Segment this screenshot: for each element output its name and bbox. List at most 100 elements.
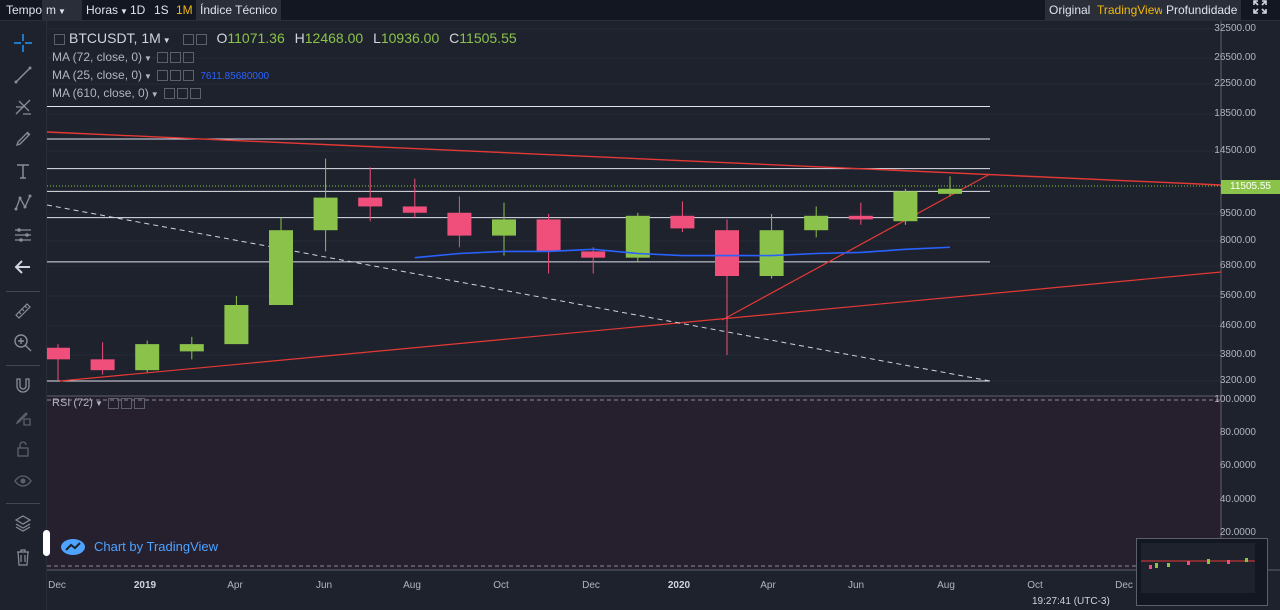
price-tick-label: 3200.00 (1219, 375, 1256, 386)
delete-tool[interactable] (9, 543, 37, 571)
magnet-tool[interactable] (9, 371, 37, 399)
ma25-label[interactable]: MA (25, close, 0) (52, 68, 143, 82)
time-tick-label: Oct (493, 580, 509, 591)
visibility-icon[interactable] (157, 70, 169, 82)
time-tick-label: Aug (403, 580, 421, 591)
high-value: 12468.00 (304, 30, 364, 46)
brush-icon (15, 131, 31, 147)
brush-tool[interactable] (9, 125, 37, 153)
symbol-title[interactable]: BTCUSDT, 1M (69, 30, 161, 46)
candle-down (447, 212, 472, 236)
candle-up (313, 197, 338, 231)
time-tick-label: Jun (315, 580, 333, 591)
back-tool[interactable] (9, 253, 37, 281)
candle-up (269, 230, 293, 305)
chevron-down-icon: ▼ (58, 7, 66, 16)
crosshair-tool[interactable] (9, 29, 37, 57)
visibility-icon[interactable] (163, 88, 175, 100)
pencil-lock-icon (15, 412, 31, 426)
trend-line (721, 173, 991, 321)
chevron-down-icon[interactable]: ▼ (94, 399, 103, 408)
minutes-dropdown[interactable]: m ▼ (42, 0, 82, 20)
time-tick-label: Dec (48, 580, 66, 591)
chevron-down-icon[interactable]: ▼ (144, 72, 152, 81)
layers-tool[interactable] (9, 509, 37, 537)
visibility-tool[interactable] (9, 467, 37, 495)
candle-down (402, 206, 427, 213)
technical-index-button[interactable]: Índice Técnico (196, 0, 282, 20)
settings-icon[interactable] (176, 88, 188, 100)
ma25-value: 7611.85680000 (200, 71, 270, 82)
ma610-label[interactable]: MA (610, close, 0) (52, 86, 149, 100)
price-tick-label: 18500.00 (1214, 108, 1256, 119)
fib-tool[interactable] (9, 93, 37, 121)
chart-minimap[interactable] (1136, 538, 1268, 606)
candle-up (135, 344, 160, 371)
visibility-icon[interactable] (157, 52, 169, 64)
depth-view-button[interactable]: Profundidade (1162, 0, 1242, 20)
drawing-mode-tool[interactable] (9, 403, 37, 431)
clock[interactable]: 19:27:41 (UTC-3) (1032, 596, 1110, 607)
lock-tool[interactable] (9, 435, 37, 463)
interval-1w-button[interactable]: 1S (154, 3, 169, 17)
pattern-tool[interactable] (9, 189, 37, 217)
settings-icon[interactable] (170, 70, 182, 82)
chevron-down-icon[interactable]: ▼ (162, 36, 171, 45)
candle-up (625, 215, 650, 258)
candle-down (358, 197, 383, 207)
symbol-legend: BTCUSDT, 1M ▼ O11071.36 H12468.00 L10936.… (52, 30, 517, 46)
interval-1m-button[interactable]: 1M (176, 3, 193, 17)
price-tick-label: 9500.00 (1219, 208, 1256, 219)
ruler-tool[interactable] (9, 297, 37, 325)
close-icon[interactable] (183, 52, 195, 64)
rsi-label[interactable]: RSI (72) (52, 397, 93, 409)
candle-down (46, 347, 70, 360)
fib-icon (15, 99, 31, 115)
close-icon[interactable] (195, 33, 207, 45)
close-icon[interactable] (189, 88, 201, 100)
ma72-label[interactable]: MA (72, close, 0) (52, 50, 143, 64)
open-value: 11071.36 (227, 30, 285, 46)
arrow-left-icon (14, 260, 30, 274)
tradingview-view-button[interactable]: TradingView (1093, 0, 1168, 20)
time-tick-label: Dec (582, 580, 600, 591)
collapse-icon[interactable] (54, 33, 65, 45)
close-label: C (449, 30, 460, 46)
time-tick-label: Dec (1115, 580, 1133, 591)
minimap-preview (1141, 543, 1255, 593)
candle-up (893, 191, 918, 222)
interval-1d-button[interactable]: 1D (130, 3, 146, 17)
chevron-down-icon: ▼ (120, 7, 128, 16)
close-icon[interactable] (183, 70, 195, 82)
candle-down (670, 215, 695, 229)
settings-icon[interactable] (182, 33, 194, 45)
text-tool[interactable] (9, 157, 37, 185)
settings-icon[interactable] (170, 52, 182, 64)
fullscreen-button[interactable] (1240, 0, 1280, 20)
hours-dropdown[interactable]: Horas ▼ (86, 3, 128, 17)
candle-up (804, 215, 829, 231)
price-tick-label: 4600.00 (1219, 320, 1256, 331)
settings-icon[interactable] (120, 397, 132, 409)
zoom-in-tool[interactable] (9, 329, 37, 357)
tradingview-cloud-icon (61, 539, 85, 555)
close-icon[interactable] (133, 397, 145, 409)
chevron-down-icon[interactable]: ▼ (150, 90, 159, 99)
candle-up (759, 230, 784, 276)
tradingview-link[interactable]: Chart by TradingView (94, 538, 219, 554)
visibility-icon[interactable] (107, 397, 119, 409)
prediction-tool[interactable] (9, 221, 37, 249)
high-label: H (294, 30, 305, 46)
trend-line-icon (14, 66, 32, 84)
tradingview-branding[interactable]: Chart by TradingView (60, 536, 218, 556)
original-view-button[interactable]: Original (1045, 0, 1095, 20)
trend-line-tool[interactable] (9, 61, 37, 89)
toolbar-scroll-handle[interactable] (43, 530, 50, 556)
top-toolbar: Tempo m ▼ Horas ▼ 1D 1S 1M Índice Técnico … (0, 0, 1280, 21)
rsi-legend: RSI (72) ▼ (52, 397, 145, 409)
time-label: Tempo (6, 3, 43, 17)
candle-down (581, 251, 606, 258)
ma72-legend: MA (72, close, 0) ▼ (52, 50, 195, 64)
chevron-down-icon[interactable]: ▼ (144, 54, 152, 63)
